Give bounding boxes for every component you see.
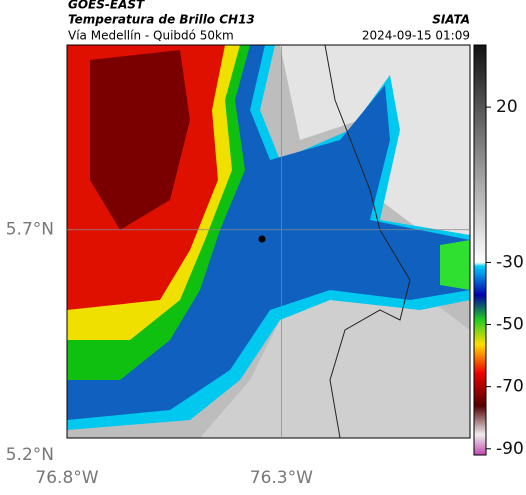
colorbar-tick-label: 20	[496, 97, 518, 117]
lat-tick-label: 5.2°N	[6, 445, 54, 465]
subtitle: Vía Medellín - Quibdó 50km	[68, 29, 234, 43]
org: SIATA	[432, 13, 470, 27]
satellite-image	[67, 45, 470, 438]
colorbar	[473, 44, 487, 456]
colorbar-tick-label: -50	[496, 315, 524, 335]
lat-tick-label: 5.7°N	[6, 220, 54, 240]
map-frame	[66, 44, 471, 439]
colorbar-tick-label: -70	[496, 377, 524, 397]
colorbar-tick-label: -90	[496, 439, 524, 459]
timestamp: 2024-09-15 01:09	[362, 29, 470, 43]
lon-tick-label: 76.3°W	[250, 468, 313, 488]
colorbar-tick-label: -30	[496, 252, 524, 272]
lon-tick-label: 76.8°W	[35, 468, 98, 488]
source: GOES-EAST	[68, 0, 145, 12]
title: Temperatura de Brillo CH13	[68, 13, 255, 27]
